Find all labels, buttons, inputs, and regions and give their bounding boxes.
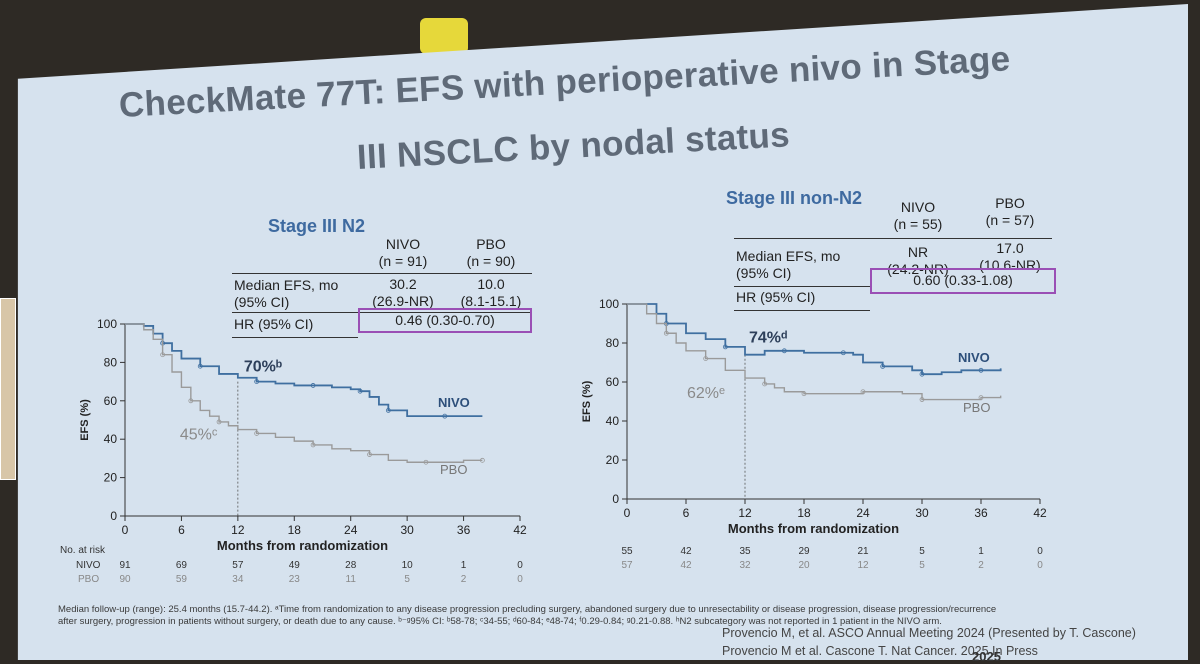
left-censor-mark-nivo (385, 407, 391, 413)
left-y-tick-label: 0 (110, 509, 117, 523)
left-censor-mark-pbo (216, 419, 222, 425)
left-y-tick-label: 20 (104, 471, 118, 485)
right-atrisk-nivo-value: 42 (680, 546, 692, 557)
left-censor-mark-pbo (310, 442, 316, 448)
left-atrisk-pbo-value: 2 (460, 574, 467, 585)
right-atrisk-pbo-value: 2 (978, 560, 984, 571)
left-table-rule-top (232, 273, 532, 274)
right-atrisk-pbo-value: 0 (1037, 560, 1043, 571)
left-atrisk-pbo-value: 90 (119, 574, 131, 585)
left-nivo-header: NIVO (n = 91) (378, 236, 428, 269)
right-nivo-header: NIVO (n = 55) (893, 199, 943, 232)
left-pbo-header: PBO (n = 90) (466, 236, 516, 269)
left-atrisk-nivo-value: 91 (119, 560, 131, 571)
left-atrisk-nivo-value: 69 (175, 560, 187, 571)
right-panel-title: Stage III non-N2 (726, 188, 863, 208)
right-table-rule-top (734, 238, 1052, 239)
left-censor-mark-pbo (254, 431, 260, 436)
left-annotation-pbo: 45%ᶜ (180, 427, 218, 444)
left-x-tick-label: 24 (344, 523, 358, 537)
left-censor-mark-nivo (254, 379, 260, 385)
left-atrisk-nivo-value: 0 (517, 560, 523, 571)
left-series-nivo (125, 323, 483, 418)
left-y-tick-label: 100 (97, 317, 117, 331)
background-glare (420, 18, 468, 54)
citation-1: Provencio M, et al. ASCO Annual Meeting … (722, 626, 1136, 640)
left-x-tick-label: 30 (400, 523, 414, 537)
right-hr-label: HR (95% CI) (736, 289, 816, 305)
left-censor-mark-pbo (423, 459, 429, 465)
left-censor-mark-pbo (367, 452, 372, 457)
left-x-tick-label: 42 (513, 523, 527, 537)
left-atrisk-pbo-value: 23 (288, 574, 300, 585)
right-atrisk-pbo-value: 57 (621, 560, 633, 571)
right-pbo-header: PBO (n = 57) (985, 195, 1035, 228)
left-series-label-nivo: NIVO (438, 395, 470, 410)
atrisk-pbo-label: PBO (78, 574, 100, 585)
left-hr-label: HR (95% CI) (234, 316, 314, 332)
left-x-tick-label: 12 (231, 523, 245, 537)
left-atrisk-nivo-value: 28 (345, 560, 357, 571)
right-atrisk-nivo-value: 55 (621, 546, 633, 557)
left-atrisk-nivo-value: 49 (288, 560, 300, 571)
left-hr-box: 0.46 (0.30-0.70) (358, 308, 532, 333)
right-table-rule-mid (734, 286, 870, 287)
right-atrisk-nivo-value: 1 (978, 546, 984, 557)
left-series-pbo (125, 323, 483, 463)
left-series-label-pbo: PBO (440, 462, 467, 477)
right-atrisk-nivo-value: 29 (798, 546, 810, 557)
left-censor-mark-nivo (310, 383, 316, 388)
footnote-line-1: Median follow-up (range): 25.4 months (1… (58, 604, 997, 615)
left-x-tick-label: 36 (457, 523, 471, 537)
left-atrisk-pbo-value: 11 (345, 574, 356, 585)
left-censor-mark-pbo (160, 352, 166, 358)
left-atrisk-nivo-value: 1 (460, 560, 467, 571)
left-censor-mark-nivo (442, 413, 448, 419)
left-x-tick-label: 6 (178, 523, 185, 537)
left-x-axis-label: Months from randomization (217, 538, 388, 553)
atrisk-nivo-label: NIVO (76, 560, 101, 571)
left-median-pbo: 10.0 (8.1-15.1) (460, 276, 522, 309)
citation-2: Provencio M et al. Cascone T. Nat Cancer… (722, 644, 1038, 658)
right-atrisk-pbo-value: 20 (798, 560, 810, 571)
left-median-nivo: 30.2 (26.9-NR) (372, 276, 434, 309)
footnote: Median follow-up (range): 25.4 months (1… (58, 604, 1138, 628)
slide-year: 2025 (972, 649, 1001, 664)
right-atrisk-pbo-value: 12 (857, 560, 869, 571)
left-median-label: Median EFS, mo (95% CI) (234, 277, 339, 310)
left-censor-mark-nivo (357, 388, 363, 394)
left-censor-mark-pbo (479, 457, 485, 463)
right-atrisk-pbo-value: 42 (680, 560, 692, 571)
left-atrisk-pbo-value: 0 (517, 574, 523, 585)
footnote-line-2: after surgery, progression in patients w… (58, 616, 942, 627)
right-atrisk-nivo-value: 35 (739, 546, 751, 557)
left-y-tick-label: 80 (104, 355, 118, 369)
left-y-tick-label: 40 (104, 432, 118, 446)
atrisk-title: No. at risk (60, 545, 106, 556)
right-hr-box: 0.60 (0.33-1.08) (870, 268, 1056, 294)
left-table-rule-bottom (232, 337, 358, 338)
right-atrisk-nivo-value: 5 (919, 546, 925, 557)
left-atrisk-pbo-value: 34 (232, 574, 244, 585)
left-x-tick-label: 0 (122, 523, 129, 537)
left-x-tick-label: 18 (288, 523, 302, 537)
left-table-rule-mid (232, 312, 532, 313)
left-atrisk-nivo-value: 10 (401, 560, 413, 571)
left-censor-mark-nivo (197, 363, 203, 369)
side-photo-edge (0, 298, 16, 480)
right-atrisk-nivo-value: 0 (1037, 546, 1043, 557)
left-panel-title: Stage III N2 (268, 216, 366, 236)
right-atrisk-pbo-value: 32 (739, 560, 751, 571)
left-atrisk-nivo-value: 57 (232, 560, 244, 571)
right-median-label: Median EFS, mo (95% CI) (736, 248, 841, 281)
left-annotation-nivo: 70%ᵇ (244, 359, 282, 376)
left-y-tick-label: 60 (104, 394, 118, 408)
left-atrisk-pbo-value: 5 (404, 574, 410, 585)
left-censor-mark-pbo (188, 398, 194, 404)
right-atrisk-pbo-value: 5 (919, 560, 925, 571)
right-atrisk-nivo-value: 21 (857, 546, 869, 557)
left-y-axis-label: EFS (%) (79, 399, 91, 441)
left-atrisk-pbo-value: 59 (175, 574, 187, 585)
